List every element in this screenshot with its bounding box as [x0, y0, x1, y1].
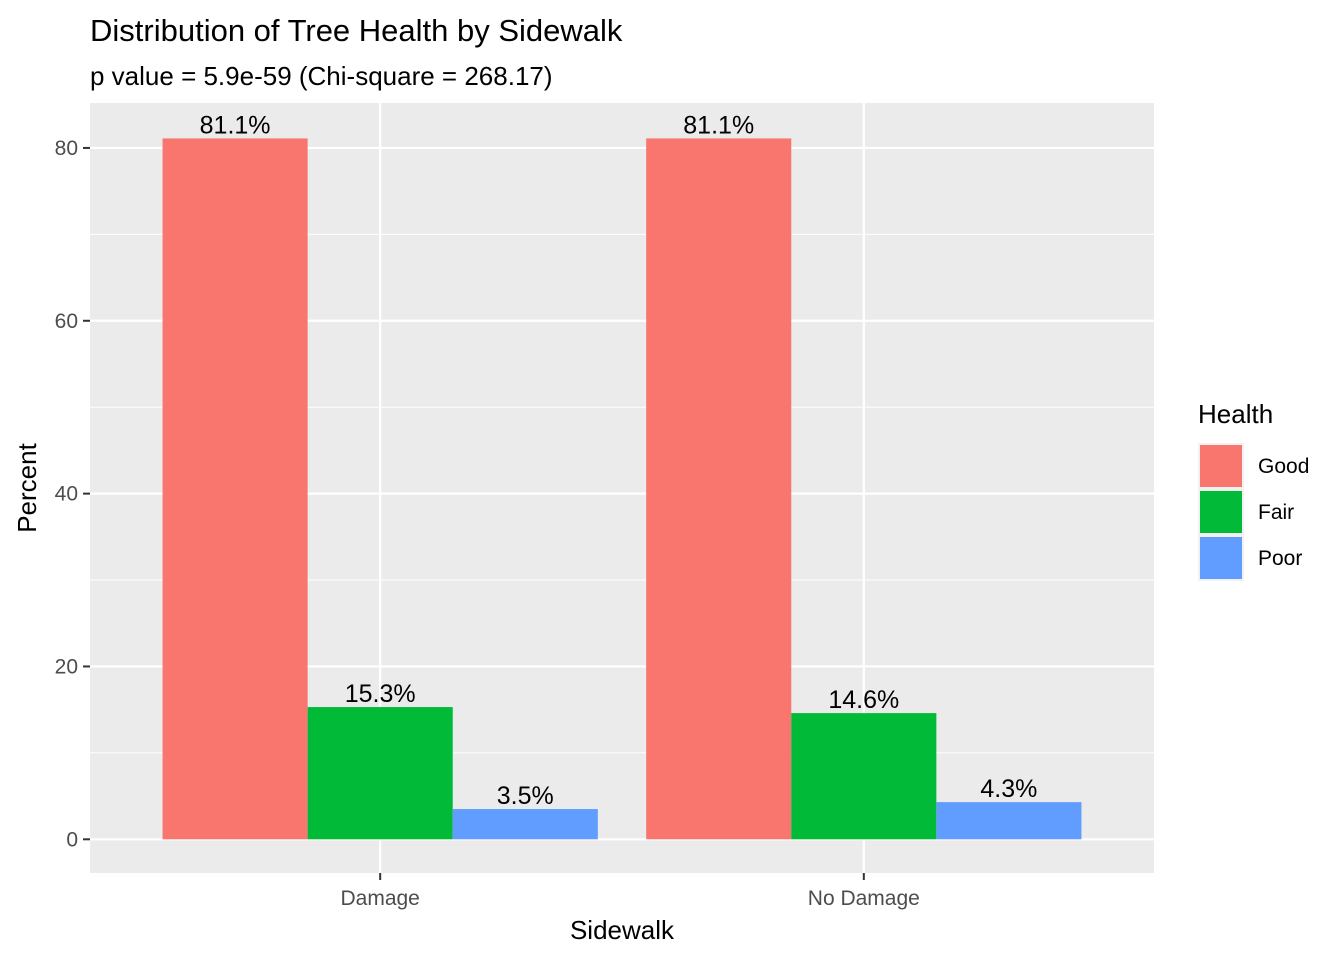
bar-good: [646, 138, 792, 840]
data-label: 3.5%: [497, 782, 554, 810]
data-label: 4.3%: [980, 775, 1037, 803]
data-label: 14.6%: [828, 686, 899, 714]
legend-swatch-fair: [1200, 491, 1242, 533]
y-tick-label: 20: [55, 655, 78, 678]
axes: 0 20 40 60 80 Damage No Damage: [55, 137, 920, 910]
x-tick-label: No Damage: [808, 887, 920, 910]
y-tick-label: 60: [55, 310, 78, 333]
legend-swatch-good: [1200, 445, 1242, 487]
bar-fair: [307, 707, 453, 840]
bars: [162, 138, 1082, 840]
y-tick-label: 80: [55, 137, 78, 160]
x-tick-label: Damage: [340, 887, 419, 910]
bar-fair: [791, 713, 937, 840]
data-label: 81.1%: [683, 111, 754, 139]
y-tick-label: 40: [55, 483, 78, 506]
legend-title: Health: [1198, 399, 1273, 429]
bar-poor: [452, 809, 598, 840]
chart-title: Distribution of Tree Health by Sidewalk: [90, 13, 623, 48]
data-label: 15.3%: [345, 680, 416, 708]
legend-items: Good Fair Poor: [1198, 443, 1309, 581]
legend-label-poor: Poor: [1258, 547, 1302, 570]
y-tick-label: 0: [66, 828, 78, 851]
x-axis-title: Sidewalk: [570, 915, 675, 945]
legend-label-fair: Fair: [1258, 501, 1294, 524]
y-axis-title: Percent: [12, 442, 42, 532]
legend: Health Good Fair Poor: [1198, 399, 1309, 581]
bar-good: [162, 138, 308, 840]
bar-poor: [936, 802, 1082, 840]
legend-label-good: Good: [1258, 455, 1309, 478]
data-labels: 81.1% 15.3% 3.5% 81.1% 14.6% 4.3%: [200, 111, 1038, 810]
legend-swatch-poor: [1200, 537, 1242, 579]
chart-subtitle: p value = 5.9e-59 (Chi-square = 268.17): [90, 61, 553, 91]
data-label: 81.1%: [200, 111, 271, 139]
